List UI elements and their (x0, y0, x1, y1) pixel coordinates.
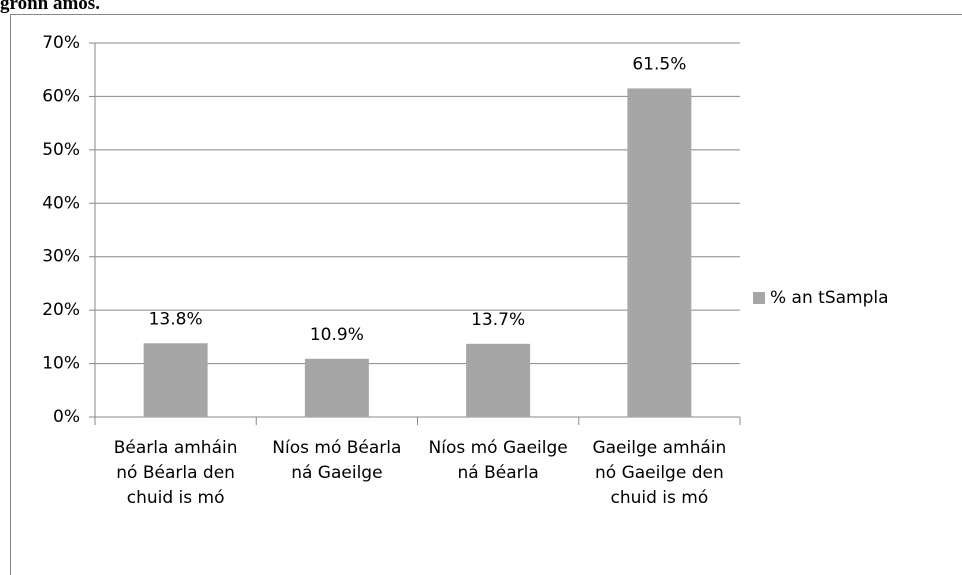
chart-border (10, 14, 962, 575)
bar (143, 343, 208, 417)
data-label: 13.7% (471, 310, 525, 330)
data-label: 10.9% (310, 325, 364, 345)
y-tick-label: 30% (42, 247, 80, 267)
y-tick-label: 20% (42, 300, 80, 320)
bar (466, 343, 531, 417)
chart-title: gronn amos. (0, 0, 100, 14)
x-tick-label: Níos mó Gaeilge ná Béarla (428, 438, 568, 483)
x-tick-label: Gaeilge amháin nó Gaeilge den chuid is m… (592, 438, 727, 508)
y-tick-label: 40% (42, 193, 80, 213)
data-label: 13.8% (149, 309, 203, 329)
data-label: 61.5% (632, 54, 686, 74)
y-tick-label: 50% (42, 140, 80, 160)
legend-label: % an tSampla (770, 288, 889, 308)
legend-swatch (753, 292, 765, 304)
bar (627, 88, 692, 418)
bar (304, 358, 369, 417)
y-tick-label: 10% (42, 354, 80, 374)
y-tick-label: 0% (53, 407, 80, 427)
x-tick-label: Béarla amháin nó Béarla den chuid is mó (113, 438, 238, 508)
x-tick-label: Níos mó Béarla ná Gaeilge (272, 438, 402, 483)
y-tick-label: 60% (42, 86, 80, 106)
y-tick-label: 70% (42, 33, 80, 53)
